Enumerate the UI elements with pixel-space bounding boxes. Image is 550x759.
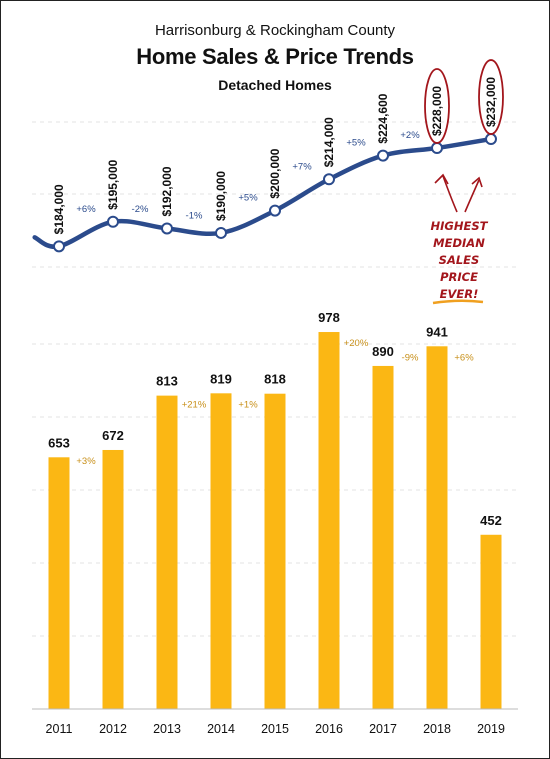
price-value-label: $190,000 bbox=[214, 171, 228, 221]
price-point bbox=[161, 222, 173, 235]
annotation-text-line: PRICE bbox=[440, 270, 478, 284]
price-change-label: +5% bbox=[238, 193, 258, 204]
year-tick-label: 2015 bbox=[261, 722, 289, 736]
price-change-label: +6% bbox=[76, 204, 96, 215]
sales-change-label: +21% bbox=[182, 399, 207, 410]
sales-value-label: 978 bbox=[318, 310, 340, 325]
price-value-label: $192,000 bbox=[160, 166, 174, 216]
year-tick-label: 2017 bbox=[369, 722, 397, 736]
arrow-head-2018 bbox=[434, 173, 449, 185]
annotation-text-line: EVER! bbox=[440, 287, 479, 301]
price-change-label: -1% bbox=[186, 210, 203, 221]
sales-change-label: -9% bbox=[402, 352, 419, 363]
price-point bbox=[215, 226, 227, 239]
year-tick-label: 2018 bbox=[423, 722, 451, 736]
year-tick-label: 2014 bbox=[207, 722, 235, 736]
sales-bar bbox=[48, 457, 70, 709]
year-tick-label: 2012 bbox=[99, 722, 127, 736]
sales-change-label: +3% bbox=[76, 456, 96, 467]
x-axis: 2011 2012 2013 2014 2015 2016 2017 2018 2019 bbox=[32, 708, 518, 736]
sales-change-label: +6% bbox=[454, 352, 474, 363]
sales-value-label: 819 bbox=[210, 371, 232, 386]
sales-bar bbox=[102, 449, 124, 709]
arrow-head-2019 bbox=[471, 176, 483, 188]
sales-bar bbox=[480, 534, 502, 709]
price-value-label: $184,000 bbox=[52, 184, 66, 234]
arrow-to-2018 bbox=[442, 175, 458, 213]
price-value-label: $200,000 bbox=[268, 148, 282, 198]
price-value-label: $214,000 bbox=[322, 117, 336, 167]
price-point bbox=[377, 149, 389, 162]
price-value-label: $228,000 bbox=[430, 86, 444, 136]
sales-value-label: 818 bbox=[264, 372, 286, 387]
sales-bar bbox=[210, 393, 232, 709]
subtitle: Detached Homes bbox=[218, 77, 332, 93]
price-trend-line bbox=[32, 136, 494, 250]
highlight-circle bbox=[424, 68, 450, 144]
price-line: $184,000 +6% $195,000 -2% $192,000 -1% $190,00… bbox=[32, 77, 498, 253]
price-point bbox=[269, 204, 281, 217]
price-change-label: +7% bbox=[292, 161, 312, 172]
price-change-label: +5% bbox=[346, 138, 366, 149]
sales-change-label: +20% bbox=[344, 338, 369, 349]
price-point bbox=[431, 142, 443, 154]
sales-bar bbox=[372, 365, 394, 709]
price-point bbox=[53, 240, 65, 253]
year-tick-label: 2011 bbox=[46, 722, 73, 736]
annotation-text-line: SALES bbox=[439, 253, 480, 267]
sales-value-label: 890 bbox=[372, 344, 394, 359]
highlight-circle bbox=[478, 59, 504, 135]
price-change-label: +2% bbox=[400, 130, 420, 141]
sales-change-label: +1% bbox=[238, 399, 258, 410]
price-point bbox=[107, 215, 119, 228]
sales-bar bbox=[318, 332, 340, 709]
price-change-label: -2% bbox=[132, 204, 149, 215]
annotation-text-line: HIGHEST bbox=[431, 219, 489, 233]
price-value-label: $232,000 bbox=[484, 77, 498, 127]
sales-value-label: 653 bbox=[48, 435, 70, 450]
sales-bar bbox=[264, 393, 286, 709]
region-title: Harrisonburg & Rockingham County bbox=[154, 22, 396, 39]
arrow-to-2019 bbox=[464, 179, 480, 213]
price-point bbox=[323, 173, 335, 186]
year-tick-label: 2013 bbox=[153, 722, 181, 736]
price-value-label: $224,600 bbox=[376, 93, 390, 143]
annotation-underline bbox=[432, 299, 484, 305]
annotation: HIGHEST MEDIAN SALES PRICE EVER! bbox=[424, 59, 504, 305]
main-title: Home Sales & Price Trends bbox=[136, 44, 414, 69]
year-tick-label: 2019 bbox=[477, 722, 505, 736]
price-value-label: $195,000 bbox=[106, 159, 120, 209]
sales-value-label: 941 bbox=[426, 324, 448, 339]
sales-value-label: 452 bbox=[480, 513, 502, 528]
annotation-text-line: MEDIAN bbox=[433, 236, 485, 250]
sales-value-label: 672 bbox=[102, 428, 124, 443]
sales-bar bbox=[426, 346, 448, 709]
price-point bbox=[485, 133, 497, 146]
sales-bars: 653 +3% 672 813 +21% 819 +1% 818 978 +20%890 -9% 94… bbox=[48, 310, 502, 709]
sales-bar bbox=[156, 395, 178, 709]
year-tick-label: 2016 bbox=[315, 722, 343, 736]
sales-value-label: 813 bbox=[156, 374, 178, 389]
